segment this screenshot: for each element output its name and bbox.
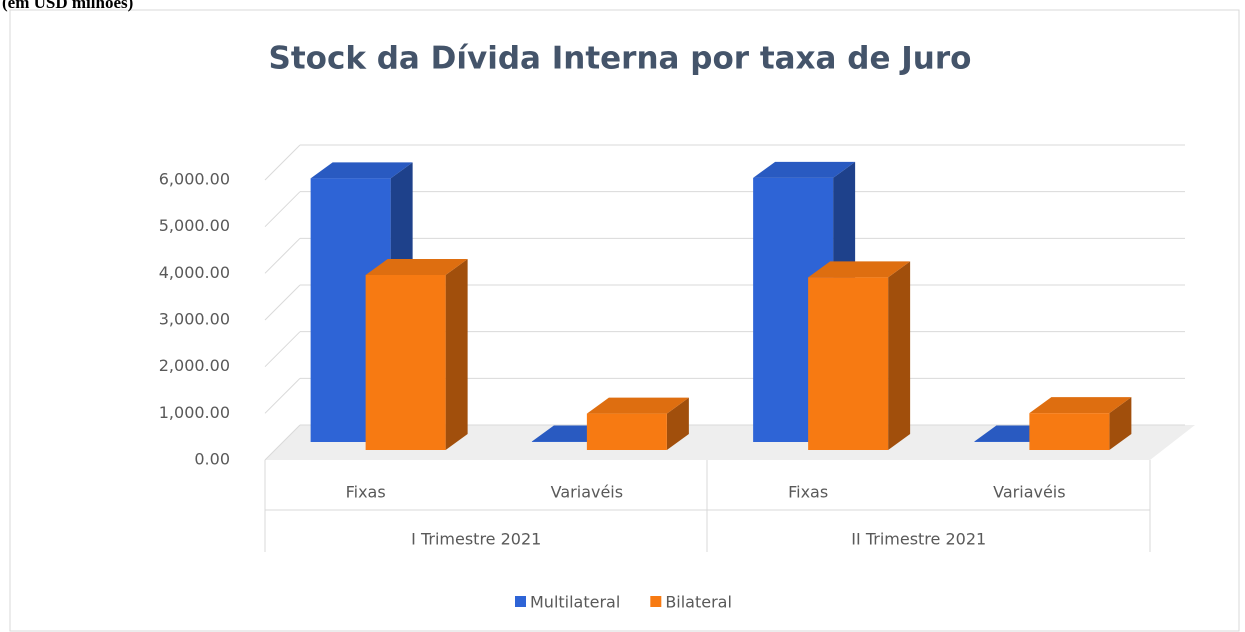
legend-swatch [515,596,526,607]
bar-side [666,397,689,450]
back-wall [300,140,1195,425]
grid-line-side [264,191,301,228]
grid-line-side [264,237,301,274]
bar-side [1109,397,1132,450]
floor [265,425,1195,460]
y-tick-label: 2,000.00 [159,356,230,375]
bar-top [808,261,911,278]
legend-swatch [650,596,662,607]
y-tick-label: 3,000.00 [159,310,230,329]
y-tick-label: 6,000.00 [159,170,230,189]
bar [365,275,446,450]
legend-label: Bilateral [665,593,732,612]
chart-title: Stock da Dívida Interna por taxa de Juro [269,41,972,77]
bar-side [888,261,911,450]
bar [1029,413,1110,450]
caption: (em USD milhões) [2,0,133,12]
grid-line-side [264,144,301,181]
y-tick-label: 0.00 [194,450,230,469]
y-tick-label: 5,000.00 [159,216,230,235]
x-tick-label: Fixas [788,483,828,502]
grid-line-side [264,331,301,368]
grid-line-side [264,284,301,321]
bar-top [365,259,468,275]
group-label: II Trimestre 2021 [851,530,986,549]
bar [586,413,667,450]
y-tick-label: 4,000.00 [159,263,230,282]
x-tick-label: Variavéis [551,483,623,502]
grid-line-side [264,377,301,414]
grid-line-side [264,424,301,461]
bar-top [1029,397,1132,414]
bar [808,277,889,450]
y-tick-label: 1,000.00 [159,403,230,422]
bar-top [753,161,856,178]
bar-top [310,162,413,179]
bar-top [586,397,689,414]
x-tick-label: Variavéis [993,483,1065,502]
legend-label: Multilateral [530,593,620,612]
group-label: I Trimestre 2021 [411,530,541,549]
bar-side [445,259,468,450]
x-tick-label: Fixas [346,483,386,502]
